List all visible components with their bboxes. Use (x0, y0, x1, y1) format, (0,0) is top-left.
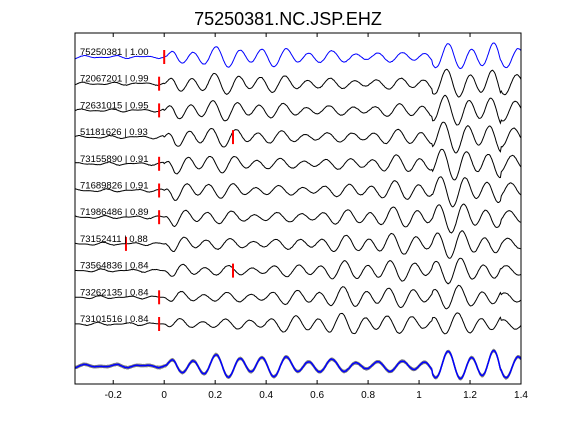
x-tick-label: 0.2 (208, 390, 222, 401)
x-tick-label: 0.6 (310, 390, 324, 401)
trace-line (74, 148, 522, 181)
traces-layer: 75250381 | 1.00 72067201 | 0.99 72631015 |… (74, 42, 522, 335)
x-tick-label: -0.2 (105, 390, 123, 401)
trace-line (74, 230, 522, 259)
x-axis: -0.2 0 0.2 0.4 0.6 0.8 1 1.2 1.4 (105, 33, 528, 401)
trace-label: 72067201 | 0.99 (80, 74, 149, 85)
trace-label: 73152411 | 0.88 (80, 234, 148, 245)
x-tick-label: 0 (161, 390, 167, 401)
trace-line (74, 94, 522, 126)
chart-title: 75250381.NC.JSP.EHZ (194, 9, 382, 29)
trace-label: 73101516 | 0.84 (80, 314, 149, 325)
trace-label: 73155890 | 0.91 (80, 154, 149, 165)
trace-line (74, 68, 522, 98)
trace-line (74, 176, 522, 208)
plot-frame (74, 32, 522, 385)
x-tick-label: 1.4 (514, 390, 528, 401)
x-tick-label: 0.8 (361, 390, 375, 401)
trace-line (74, 121, 522, 154)
trace-line (74, 312, 522, 335)
x-tick-label: 0.4 (259, 390, 273, 401)
trace-line (74, 42, 522, 70)
x-tick-label: 1.2 (463, 390, 477, 401)
trace-label: 51181626 | 0.93 (80, 127, 148, 138)
stack-reference-line (74, 349, 522, 380)
stack-layer (74, 348, 522, 381)
trace-label: 73564836 | 0.84 (80, 261, 149, 272)
trace-label: 72631015 | 0.95 (80, 100, 149, 111)
trace-line (74, 257, 522, 285)
trace-label: 75250381 | 1.00 (80, 47, 149, 58)
trace-label: 71986486 | 0.89 (80, 207, 149, 218)
trace-line (74, 284, 522, 310)
trace-label: 71689826 | 0.91 (80, 181, 149, 192)
trace-label: 73262135 | 0.84 (80, 287, 149, 298)
trace-line (74, 203, 522, 234)
x-tick-label: 1 (416, 390, 422, 401)
